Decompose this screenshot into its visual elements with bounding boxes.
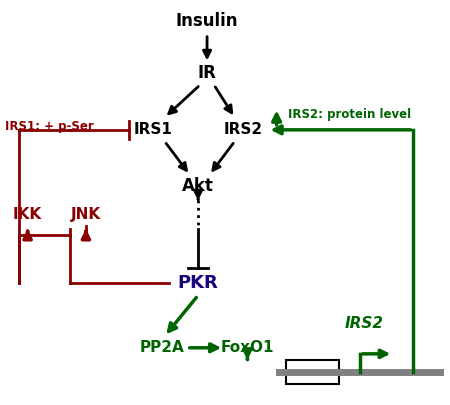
Text: PP2A: PP2A	[140, 340, 184, 355]
Text: Insulin: Insulin	[176, 12, 239, 30]
Text: JNK: JNK	[71, 207, 101, 222]
Text: IRS2: IRS2	[223, 122, 262, 137]
Text: IKK: IKK	[13, 207, 42, 222]
Text: IRS2: protein level: IRS2: protein level	[288, 108, 411, 121]
Text: IRS1: + p-Ser: IRS1: + p-Ser	[5, 120, 94, 133]
Text: IRS1: IRS1	[134, 122, 173, 137]
Text: PKR: PKR	[178, 274, 218, 292]
Text: FoxO1: FoxO1	[220, 340, 274, 355]
Text: IRS2: IRS2	[345, 316, 383, 331]
Text: IR: IR	[198, 64, 216, 82]
Text: Akt: Akt	[182, 177, 214, 195]
FancyBboxPatch shape	[286, 360, 339, 384]
